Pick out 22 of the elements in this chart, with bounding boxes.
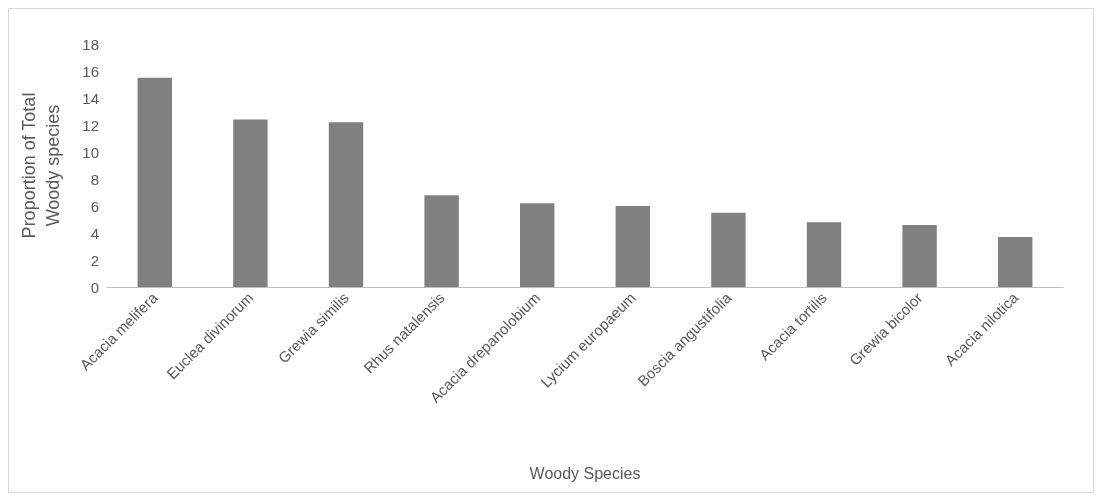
- bar: [137, 77, 173, 287]
- bar: [806, 222, 842, 287]
- y-tick-label: 16: [82, 62, 99, 80]
- y-tick-label: 10: [82, 143, 99, 161]
- y-tick-label: 0: [90, 278, 99, 296]
- y-tick-label: 2: [90, 251, 99, 269]
- bar: [997, 237, 1033, 287]
- bar: [328, 122, 364, 287]
- y-tick-label: 8: [90, 170, 99, 188]
- bar: [519, 203, 555, 287]
- y-tick-label: 6: [90, 197, 99, 215]
- y-tick-label: 18: [82, 35, 99, 53]
- bar: [615, 206, 651, 287]
- y-tick-label: 4: [90, 224, 99, 242]
- bar: [233, 119, 268, 287]
- bar: [424, 195, 459, 287]
- y-tick-label: 12: [82, 116, 99, 134]
- x-axis-title: Woody Species: [529, 464, 641, 482]
- bar: [902, 224, 937, 287]
- bar: [711, 212, 746, 287]
- y-tick-label: 14: [82, 89, 99, 107]
- y-axis-title: Proportion of Total Woody species: [19, 92, 63, 239]
